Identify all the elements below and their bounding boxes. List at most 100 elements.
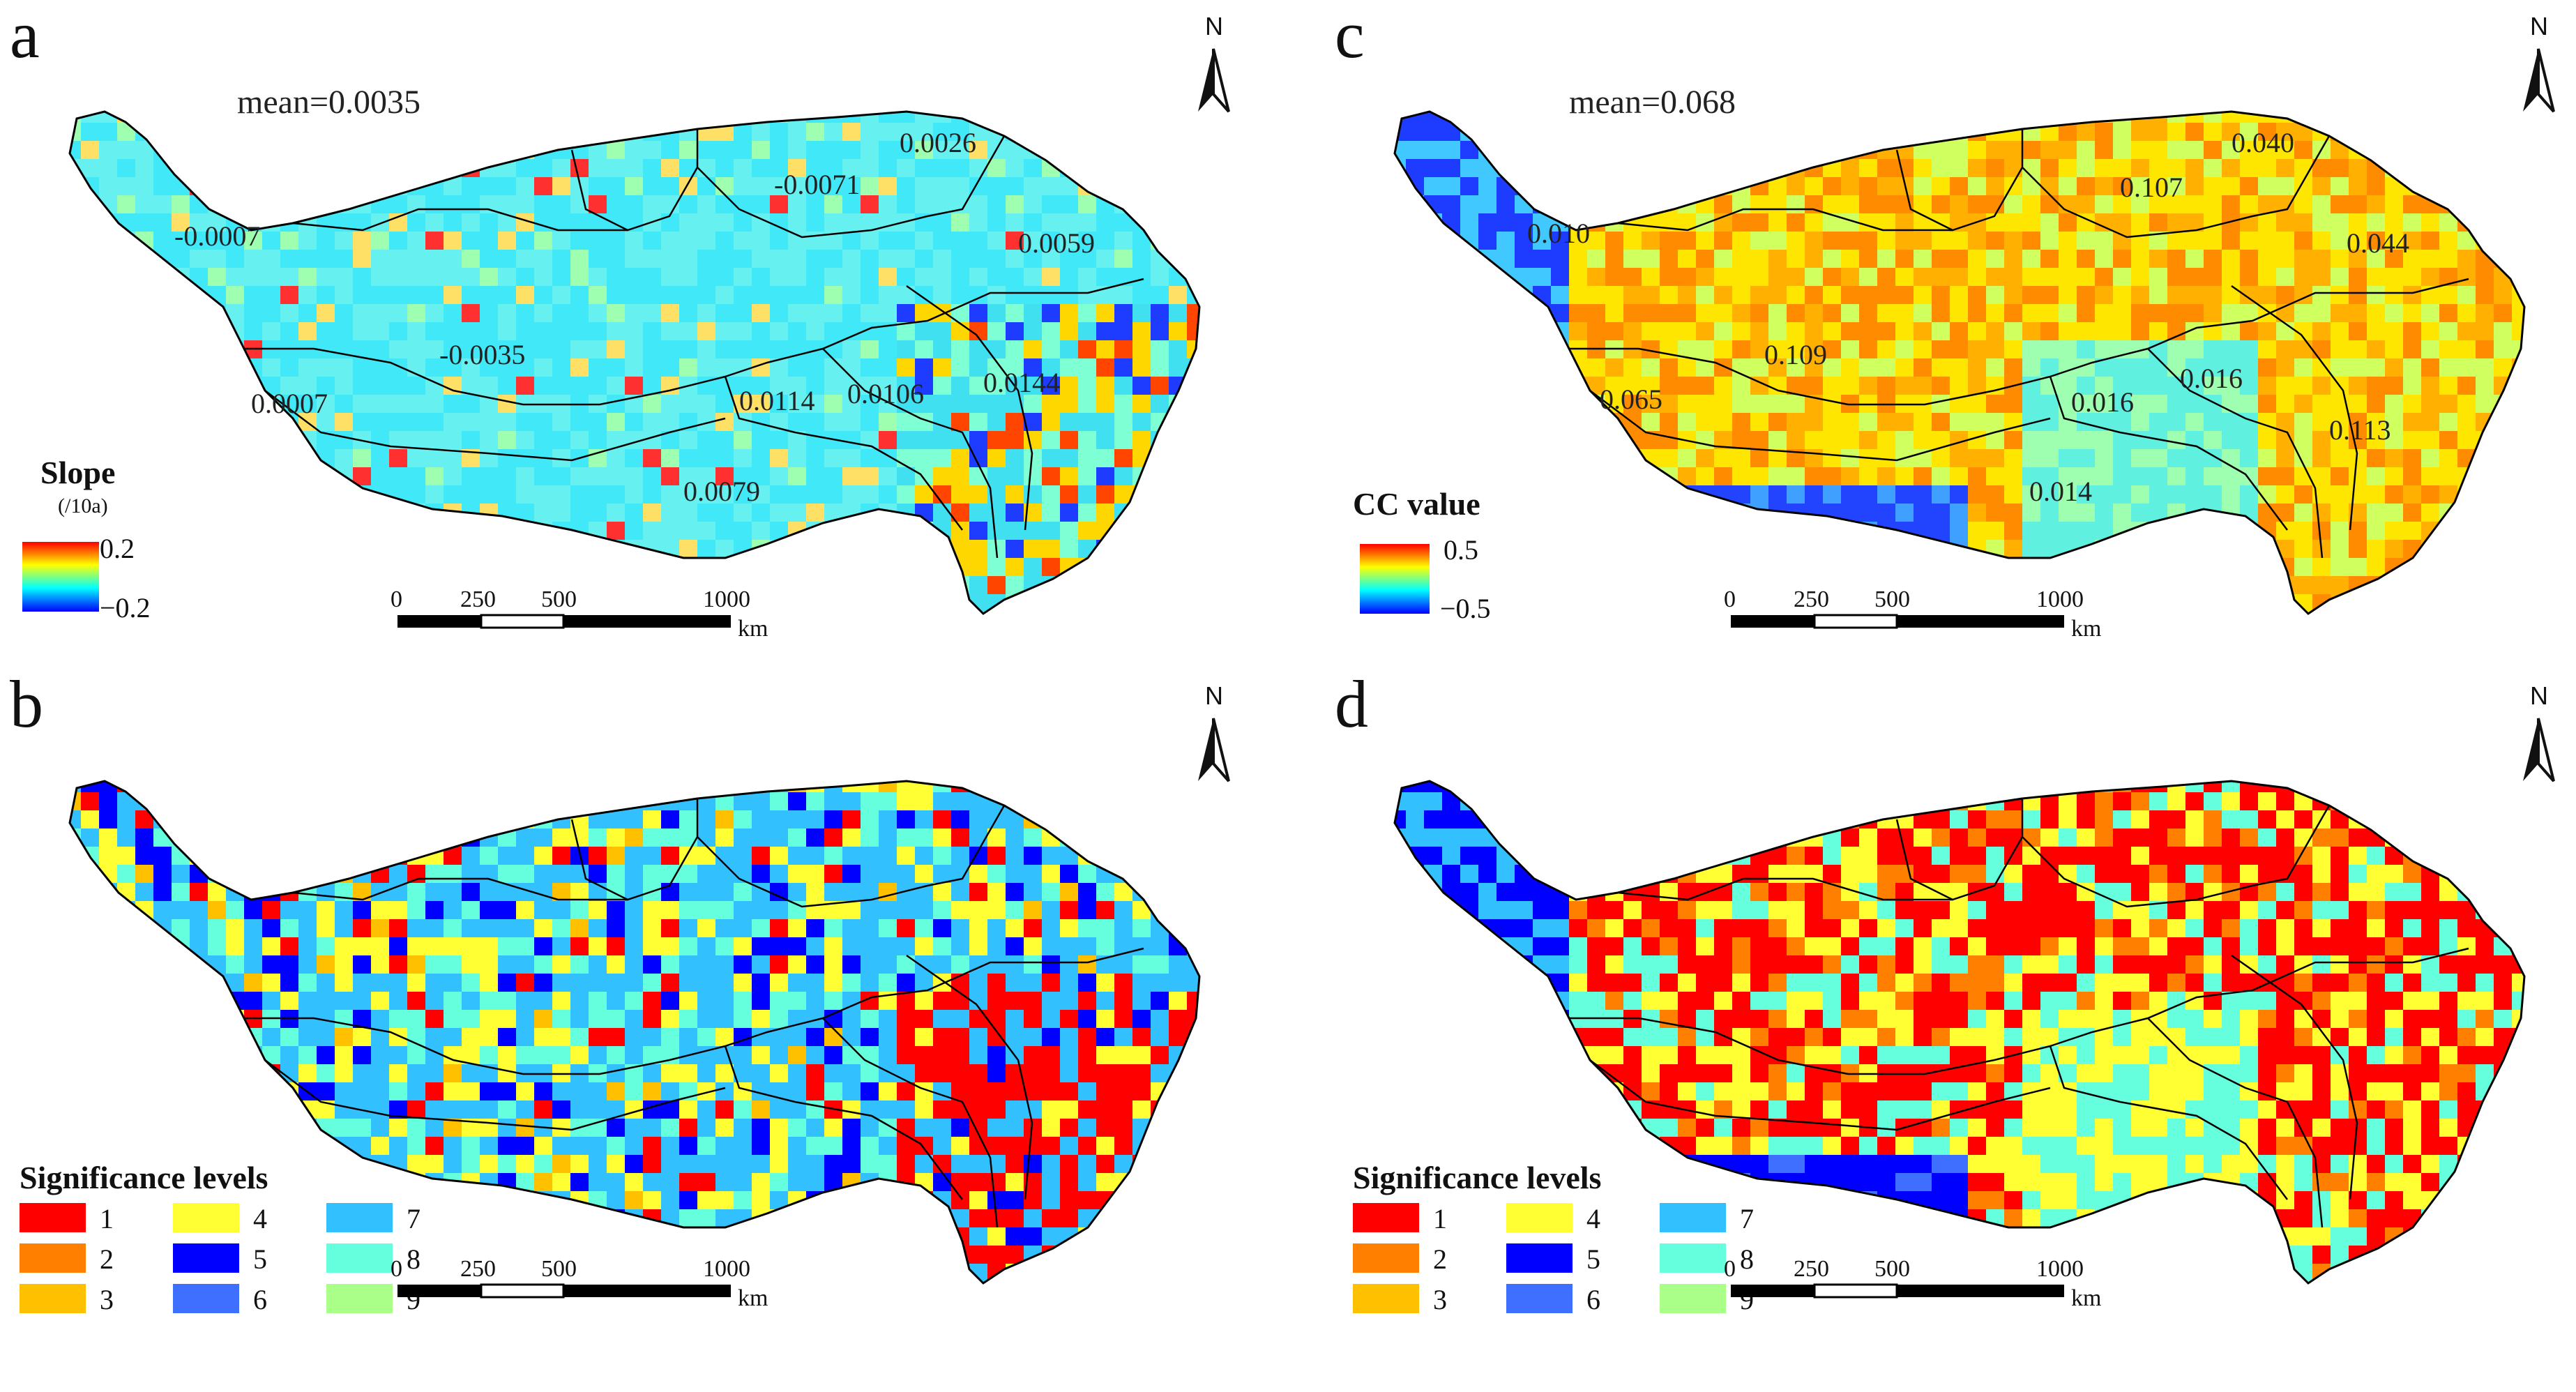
raster-cell [298, 522, 317, 540]
raster-cell [1042, 232, 1060, 250]
raster-cell [1042, 504, 1060, 522]
raster-cell [1205, 485, 1223, 504]
raster-cell [879, 1028, 897, 1046]
raster-cell [1042, 449, 1060, 467]
raster-cell [298, 395, 317, 413]
raster-cell [842, 612, 861, 614]
raster-cell [317, 1046, 335, 1064]
raster-cell [335, 413, 353, 431]
raster-cell [697, 195, 715, 213]
raster-cell [462, 250, 480, 268]
raster-cell [1805, 141, 1823, 159]
raster-cell [1533, 112, 1551, 123]
raster-cell [407, 250, 425, 268]
raster-cell [679, 449, 697, 467]
raster-cell [371, 522, 389, 540]
raster-cell [444, 1264, 462, 1282]
raster-cell [1932, 177, 1950, 195]
raster-cell [697, 1227, 715, 1246]
raster-cell [661, 232, 679, 250]
raster-cell [153, 1119, 172, 1137]
raster-cell [317, 810, 335, 829]
raster-cell [933, 1173, 951, 1191]
raster-cell [915, 1227, 933, 1246]
raster-cell [1151, 1264, 1169, 1282]
raster-cell [1187, 395, 1199, 413]
raster-cell [1714, 322, 1732, 340]
raster-cell [1096, 974, 1114, 992]
raster-cell [752, 829, 770, 847]
raster-cell [1006, 1137, 1024, 1155]
raster-cell [1151, 1119, 1169, 1137]
raster-cell [99, 232, 117, 250]
raster-cell [915, 485, 933, 504]
raster-cell [2294, 112, 2312, 123]
raster-cell [1859, 141, 1877, 159]
raster-cell [2167, 177, 2185, 195]
raster-cell [1024, 395, 1042, 413]
raster-cell [444, 449, 462, 467]
raster-cell [842, 1282, 861, 1283]
raster-cell [1151, 340, 1169, 358]
raster-cell [842, 1064, 861, 1082]
raster-cell [153, 123, 172, 141]
raster-cell [2476, 232, 2494, 250]
raster-cell [1096, 1028, 1114, 1046]
raster-cell [1096, 792, 1114, 810]
raster-cell [317, 232, 335, 250]
raster-cell [625, 558, 643, 576]
raster-cell [298, 919, 317, 937]
raster-cell [516, 1137, 534, 1155]
raster-cell [788, 992, 806, 1010]
raster-cell [1859, 213, 1877, 232]
raster-cell [516, 792, 534, 810]
raster-cell [788, 177, 806, 195]
raster-cell [389, 1028, 407, 1046]
raster-cell [1569, 141, 1587, 159]
raster-cell [407, 558, 425, 576]
raster-cell [1187, 1046, 1199, 1064]
raster-cell [951, 829, 969, 847]
raster-cell [516, 485, 534, 504]
raster-cell [1024, 1119, 1042, 1137]
raster-cell [498, 1209, 516, 1227]
raster-cell [280, 1227, 298, 1246]
raster-cell [534, 159, 552, 177]
raster-cell [697, 449, 715, 467]
raster-cell [262, 250, 280, 268]
raster-cell [2204, 177, 2222, 195]
raster-cell [407, 232, 425, 250]
raster-cell [226, 522, 244, 540]
raster-cell [1395, 177, 1406, 195]
raster-cell [552, 1191, 570, 1209]
raster-cell [1078, 1028, 1096, 1046]
raster-cell [2349, 177, 2367, 195]
raster-cell [661, 1155, 679, 1173]
raster-cell [1895, 112, 1914, 123]
raster-cell [607, 449, 625, 467]
raster-cell [1914, 195, 1932, 213]
raster-cell [879, 847, 897, 865]
raster-cell [516, 540, 534, 558]
raster-cell [643, 159, 661, 177]
raster-cell [1078, 485, 1096, 504]
raster-cell [1096, 1137, 1114, 1155]
raster-cell [190, 792, 208, 810]
raster-cell [317, 358, 335, 377]
raster-cell [552, 304, 570, 322]
raster-cell [117, 485, 135, 504]
raster-cell [1805, 268, 1823, 286]
raster-cell [589, 504, 607, 522]
raster-cell [1169, 1246, 1187, 1264]
region-label: 0.0114 [739, 385, 815, 416]
raster-cell [1078, 1100, 1096, 1119]
raster-cell [389, 781, 407, 792]
raster-cell [135, 1028, 153, 1046]
raster-cell [1169, 449, 1187, 467]
raster-cell [425, 504, 444, 522]
raster-cell [1060, 937, 1078, 955]
raster-cell [444, 159, 462, 177]
raster-cell [824, 576, 842, 594]
raster-cell [861, 865, 879, 883]
raster-cell [969, 1209, 987, 1227]
